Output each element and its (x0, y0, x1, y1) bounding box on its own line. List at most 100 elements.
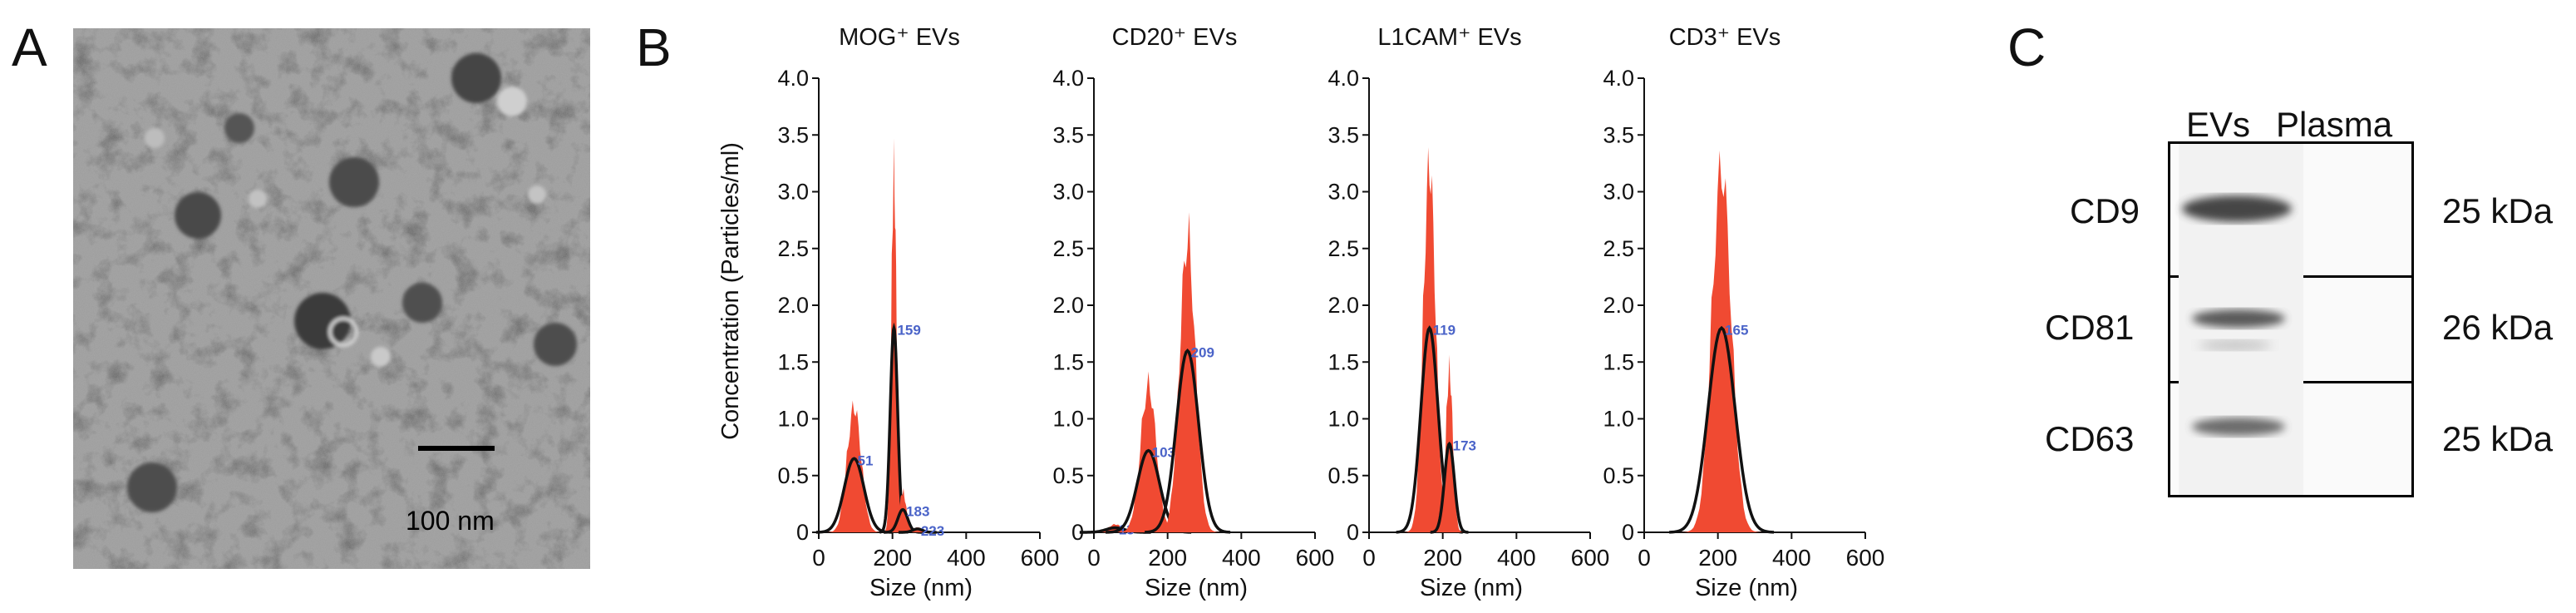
y-tick-label: 3.0 (1327, 180, 1359, 205)
y-tick-label: 3.0 (1052, 180, 1084, 205)
peak-fill (825, 400, 884, 532)
wb-size-cd81: 26 kDa (2442, 308, 2554, 347)
y-tick-label: 4.0 (1327, 66, 1359, 91)
tem-micrograph (73, 28, 590, 569)
nta-chart-2: CD20⁺ EVs 0 0.5 1.0 1.5 2.0 2.5 3.0 3.5 4.0 0 200 40… (1052, 24, 1334, 601)
scale-bar-label: 100 nm (406, 506, 495, 536)
wb-band-cd9 (2182, 195, 2292, 222)
y-tick-label: 1.5 (1327, 349, 1359, 374)
y-tick-label: 2.5 (777, 236, 809, 261)
y-tick-label: 0.5 (777, 463, 809, 488)
peak-label: 183 (906, 504, 929, 520)
x-tick-label: 600 (1296, 545, 1335, 571)
chart-title: CD3⁺ EVs (1669, 24, 1781, 51)
x-tick-label: 200 (1148, 545, 1187, 571)
tem-particles (127, 53, 577, 512)
x-tick-label: 400 (947, 545, 986, 571)
chart-title: L1CAM⁺ EVs (1377, 24, 1521, 51)
wb-marker-cd81: CD81 (2045, 308, 2135, 347)
x-tick-label: 0 (812, 545, 825, 571)
peak-fit-line (815, 457, 893, 534)
wb-column-plasma: Plasma (2276, 105, 2393, 144)
y-tick-label: 2.5 (1052, 236, 1084, 261)
chart-title: MOG⁺ EVs (839, 24, 960, 51)
y-tick-label: 0 (1071, 520, 1084, 545)
y-tick-label: 2.0 (1603, 293, 1634, 318)
y-tick-label: 4.0 (777, 66, 809, 91)
y-tick-label: 1.0 (1327, 407, 1359, 432)
x-tick-label: 600 (1571, 545, 1610, 571)
nta-chart-1: MOG⁺ EVs 0 0.5 1.0 1.5 2.0 2.5 3.0 3.5 4.0 0 200 400… (777, 24, 1059, 601)
western-blot (2168, 141, 2414, 497)
x-axis-label: Size (nm) (869, 575, 973, 601)
y-tick-label: 3.5 (1052, 122, 1084, 147)
y-tick-label: 2.5 (1327, 236, 1359, 261)
wb-size-cd9: 25 kDa (2442, 191, 2554, 230)
wb-band-cd81-faint (2199, 340, 2272, 350)
y-tick-label: 0.5 (1603, 463, 1634, 488)
y-tick-label: 1.5 (1603, 349, 1634, 374)
wb-marker-cd63: CD63 (2045, 419, 2135, 458)
x-tick-label: 0 (1087, 545, 1101, 571)
peak-label: 223 (921, 523, 944, 539)
y-tick-label: 0.5 (1327, 463, 1359, 488)
nta-y-axis-label: Concentration (Particles/ml) (717, 142, 744, 440)
x-tick-label: 600 (1021, 545, 1060, 571)
x-tick-label: 600 (1846, 545, 1885, 571)
peak-fit-line (1145, 349, 1231, 534)
x-axis-label: Size (nm) (1695, 575, 1798, 601)
x-tick-label: 200 (873, 545, 912, 571)
y-tick-label: 3.5 (1327, 122, 1359, 147)
y-tick-label: 1.5 (1052, 349, 1084, 374)
y-tick-label: 0.5 (1052, 463, 1084, 488)
peak-fill (1155, 212, 1221, 533)
nta-chart-4: CD3⁺ EVs 0 0.5 1.0 1.5 2.0 2.5 3.0 3.5 4.0 0 200 400… (1603, 24, 1884, 601)
x-tick-label: 0 (1362, 545, 1376, 571)
x-tick-label: 400 (1772, 545, 1811, 571)
y-tick-label: 0 (796, 520, 809, 545)
peak-fit-line (1430, 441, 1469, 534)
peak-label: 173 (1453, 438, 1476, 454)
x-tick-label: 0 (1638, 545, 1651, 571)
y-tick-label: 2.0 (1327, 293, 1359, 318)
y-tick-label: 2.0 (777, 293, 809, 318)
y-tick-label: 3.5 (1603, 122, 1634, 147)
y-tick-label: 2.5 (1603, 236, 1634, 261)
peak-fit-line (898, 527, 937, 534)
y-tick-label: 1.0 (1052, 407, 1084, 432)
y-tick-label: 1.0 (1603, 407, 1634, 432)
wb-size-cd63: 25 kDa (2442, 419, 2554, 458)
x-axis-label: Size (nm) (1145, 575, 1248, 601)
y-tick-label: 0 (1622, 520, 1634, 545)
nta-chart-3: L1CAM⁺ EVs 0 0.5 1.0 1.5 2.0 2.5 3.0 3.5 4.0 0 200 4… (1327, 24, 1609, 601)
chart-title: CD20⁺ EVs (1112, 24, 1238, 51)
peak-label: 51 (858, 452, 874, 468)
y-tick-label: 4.0 (1603, 66, 1634, 91)
peak-label: 165 (1725, 322, 1748, 338)
y-tick-label: 1.0 (777, 407, 809, 432)
wb-column-evs: EVs (2186, 105, 2251, 144)
y-tick-label: 3.0 (777, 180, 809, 205)
x-axis-label: Size (nm) (1420, 575, 1523, 601)
peak-label: 119 (1433, 322, 1455, 338)
x-tick-label: 400 (1222, 545, 1261, 571)
peak-label: 159 (897, 322, 920, 338)
panel-letter-b: B (636, 17, 672, 77)
y-tick-label: 2.0 (1052, 293, 1084, 318)
peak-label: 209 (1191, 345, 1214, 361)
y-tick-label: 4.0 (1052, 66, 1084, 91)
wb-band-cd63 (2192, 418, 2285, 436)
wb-band-cd81 (2192, 309, 2285, 328)
scale-bar (418, 446, 495, 451)
wb-bands (2179, 144, 2303, 495)
x-tick-label: 400 (1497, 545, 1536, 571)
y-tick-label: 1.5 (777, 349, 809, 374)
peak-label: 103 (1152, 445, 1175, 461)
y-tick-label: 3.0 (1603, 180, 1634, 205)
y-tick-label: 0 (1347, 520, 1359, 545)
peak-fill (1403, 147, 1455, 532)
nta-charts: Concentration (Particles/ml) MOG⁺ EVs 0 0.… (717, 24, 1884, 601)
panel-letter-c: C (2007, 17, 2047, 77)
peak-fill (1681, 150, 1762, 533)
peak-fit-line (1669, 325, 1775, 534)
